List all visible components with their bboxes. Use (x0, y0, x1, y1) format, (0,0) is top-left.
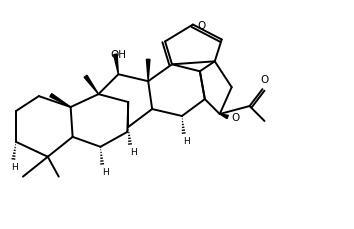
Text: OH: OH (110, 50, 126, 60)
Text: H: H (130, 148, 137, 157)
Polygon shape (50, 94, 71, 108)
Text: O: O (232, 112, 240, 123)
Polygon shape (147, 60, 150, 82)
Text: H: H (184, 137, 190, 146)
Polygon shape (84, 76, 98, 95)
Polygon shape (220, 114, 228, 119)
Polygon shape (114, 55, 118, 75)
Text: H: H (102, 167, 109, 176)
Text: H: H (12, 162, 18, 172)
Text: O: O (260, 75, 269, 85)
Text: O: O (198, 20, 206, 30)
